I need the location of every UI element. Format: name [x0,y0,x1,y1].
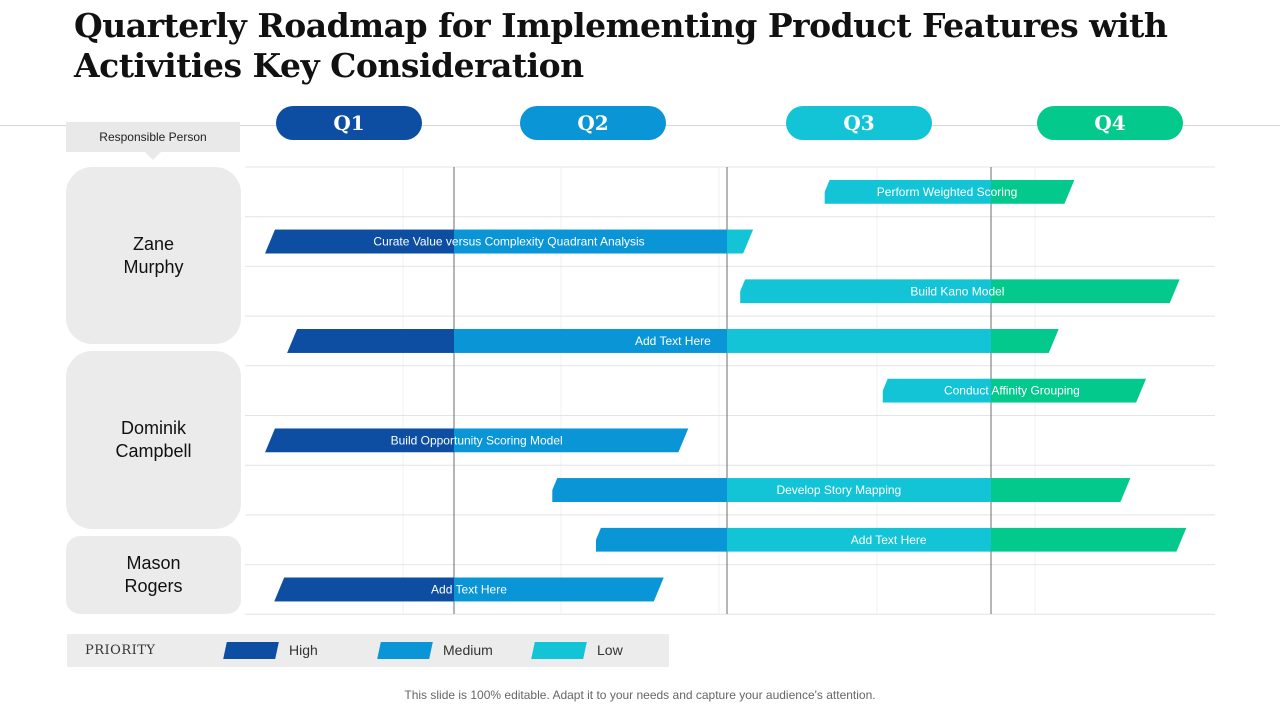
legend-swatch-medium [377,642,433,659]
responsible-person-caret [145,152,161,160]
task-label-2: Build Kano Model [910,284,1004,298]
task-label-0: Perform Weighted Scoring [877,185,1018,199]
legend-label-high: High [289,642,318,658]
task-label-8: Add Text Here [431,582,507,596]
task-bar-7 [595,527,1187,552]
legend-swatch-high [223,642,279,659]
page-title: Quarterly Roadmap for Implementing Produ… [74,6,1168,85]
task-bar-6 [552,478,1131,503]
task-6-segment-q3 [727,478,991,503]
responsible-person-header: Responsible Person [66,122,240,152]
task-7-segment-q4 [991,527,1187,552]
person-zane-murphy: Zane Murphy [66,167,241,344]
task-3-segment-q2 [454,328,727,353]
task-7-segment-q3 [727,527,991,552]
task-4-segment-q4 [991,378,1147,403]
task-1-segment-q1 [265,229,454,254]
legend-label-medium: Medium [443,642,493,658]
task-8-segment-q1 [274,577,454,602]
task-bar-5 [265,428,689,453]
task-bar-8 [274,577,664,602]
task-5-segment-q2 [454,428,689,453]
task-bar-0 [824,179,1075,204]
task-5-segment-q1 [265,428,454,453]
legend-title: PRIORITY [85,643,156,658]
footer-note: This slide is 100% editable. Adapt it to… [404,688,876,702]
task-3-segment-q1 [287,328,454,353]
task-bar-4 [882,378,1147,403]
task-label-6: Develop Story Mapping [776,483,901,497]
task-6-segment-q2 [552,478,727,503]
task-label-3: Add Text Here [635,334,711,348]
task-2-segment-q4 [991,279,1180,304]
task-8-segment-q2 [454,577,664,602]
task-label-1: Curate Value versus Complexity Quadrant … [373,235,644,249]
quarter-q1-pill: Q1 [276,106,422,140]
quarter-q2-pill: Q2 [520,106,666,140]
task-label-5: Build Opportunity Scoring Model [391,433,563,447]
task-bar-1 [265,229,754,254]
priority-legend: PRIORITY High Medium Low [67,634,669,667]
task-2-segment-q3 [740,279,991,304]
task-0-segment-q3 [824,179,991,204]
task-3-segment-q3 [727,328,991,353]
task-label-4: Conduct Affinity Grouping [944,384,1080,398]
task-4-segment-q3 [882,378,991,403]
task-6-segment-q4 [991,478,1131,503]
task-bar-3 [287,328,1059,353]
task-0-segment-q4 [991,179,1075,204]
legend-swatch-low [531,642,587,659]
quarter-q4-pill: Q4 [1037,106,1183,140]
task-7-segment-q2 [595,527,727,552]
task-label-7: Add Text Here [851,533,927,547]
task-1-segment-q3 [727,229,754,254]
task-1-segment-q2 [454,229,727,254]
quarter-q3-pill: Q3 [786,106,932,140]
legend-label-low: Low [597,642,623,658]
task-bar-2 [740,279,1180,304]
person-mason-rogers: Mason Rogers [66,536,241,614]
person-dominik-campbell: Dominik Campbell [66,351,241,529]
task-3-segment-q4 [991,328,1059,353]
